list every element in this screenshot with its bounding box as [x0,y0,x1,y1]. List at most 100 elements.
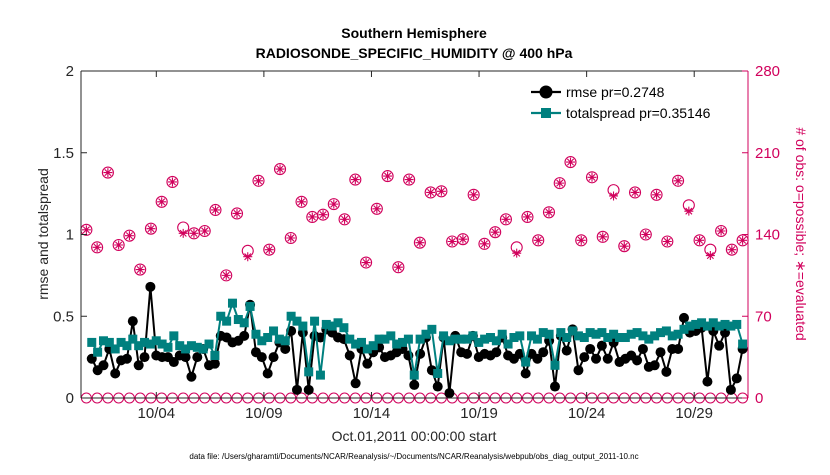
totalspread-point [368,341,378,351]
totalspread-point [650,331,660,341]
obs-evaluated-marker [146,224,156,234]
obs-evaluated-marker [297,197,307,207]
totalspread-point [421,329,431,339]
obs-evaluated-marker [286,233,296,243]
rmse-point [262,368,273,379]
obs-evaluated-marker [361,258,371,268]
obs-possible-marker [392,261,405,274]
totalspread-point [169,331,179,341]
totalspread-point [732,319,742,329]
obs-evaluated-marker [114,240,124,250]
rmse-point [602,353,613,364]
totalspread-point [661,326,671,336]
totalspread-point [726,321,736,331]
y-tick-label: 2 [66,63,74,80]
totalspread-point [527,331,537,341]
totalspread-point [497,329,507,339]
obs-evaluated-marker [329,199,339,209]
totalspread-point [556,328,566,338]
y-tick-label: 0 [66,390,74,407]
rmse-point [585,343,596,354]
y-tick-label: 1.5 [53,145,74,162]
obs-evaluated-marker [522,212,532,222]
totalspread-point [474,337,484,347]
totalspread-point [175,341,185,351]
obs-possible-marker [575,234,588,247]
totalspread-point [620,333,630,343]
totalspread-point [691,319,701,329]
obs-evaluated-marker [458,234,468,244]
rmse-point [256,352,267,363]
obs-possible-marker [521,210,534,224]
obs-evaluated-marker [512,248,522,258]
totalspread-point [638,331,648,341]
totalspread-point [702,321,712,331]
obs-evaluated-marker [576,235,586,245]
rmse-point [549,381,560,392]
totalspread-point [550,360,560,370]
rmse-point [573,365,584,376]
rmse-point [145,281,156,292]
rmse-point [678,312,689,323]
totalspread-point [433,368,443,378]
y-axis-label: rmse and totalspread [35,168,51,300]
totalspread-point [515,331,525,341]
totalspread-point [151,336,161,346]
totalspread-point [585,328,595,338]
totalspread-point [292,316,302,326]
totalspread-point [222,316,232,326]
rmse-point [632,355,643,366]
rmse-point [702,376,713,387]
legend-spread-marker [541,108,551,118]
obs-possible-marker [661,235,674,248]
obs-evaluated-marker [103,168,113,178]
obs-evaluated-marker [533,235,543,245]
rmse-point [280,343,291,354]
totalspread-point [538,328,548,338]
totalspread-point [562,333,572,343]
obs-possible-marker [144,222,157,235]
totalspread-point [714,321,724,331]
totalspread-point [386,331,396,341]
obs-evaluated-marker [124,231,134,241]
totalspread-point [738,339,748,349]
obs-possible-marker [166,175,179,188]
rmse-point [520,368,531,379]
x-tick-label: 10/04 [138,405,176,422]
chart-subtitle: RADIOSONDE_SPECIFIC_HUMIDITY @ 400 hPa [256,45,573,61]
totalspread-point [245,301,255,311]
totalspread-point [374,334,384,344]
obs-possible-marker [542,206,556,219]
totalspread-point [110,344,120,354]
x-tick-label: 10/19 [460,405,498,422]
totalspread-point [456,334,466,344]
totalspread-point [98,336,108,346]
series-layer [86,281,748,399]
totalspread-point [310,316,320,326]
obs-possible-marker [220,269,233,282]
obs-evaluated-marker [81,225,91,235]
totalspread-point [315,370,325,380]
totalspread-point [573,331,583,341]
totalspread-point [614,333,624,343]
rmse-point [596,340,607,351]
obs-evaluated-marker [544,207,554,217]
obs-possible-marker [532,234,545,247]
obs-evaluated-marker [200,226,210,236]
rmse-point [579,352,590,363]
totalspread-point [398,337,408,347]
totalspread-point [356,337,366,347]
obs-possible-marker [273,163,287,176]
totalspread-point [403,334,413,344]
obs-possible-marker [585,171,599,184]
rmse-point [538,347,549,358]
totalspread-point [351,339,361,349]
obs-evaluated-marker [254,176,264,186]
totalspread-point [233,315,243,325]
rmse-point [491,347,502,358]
totalspread-point [157,339,167,349]
obs-possible-marker [499,213,512,226]
rmse-point [731,373,742,384]
obs-evaluated-marker [318,210,328,220]
